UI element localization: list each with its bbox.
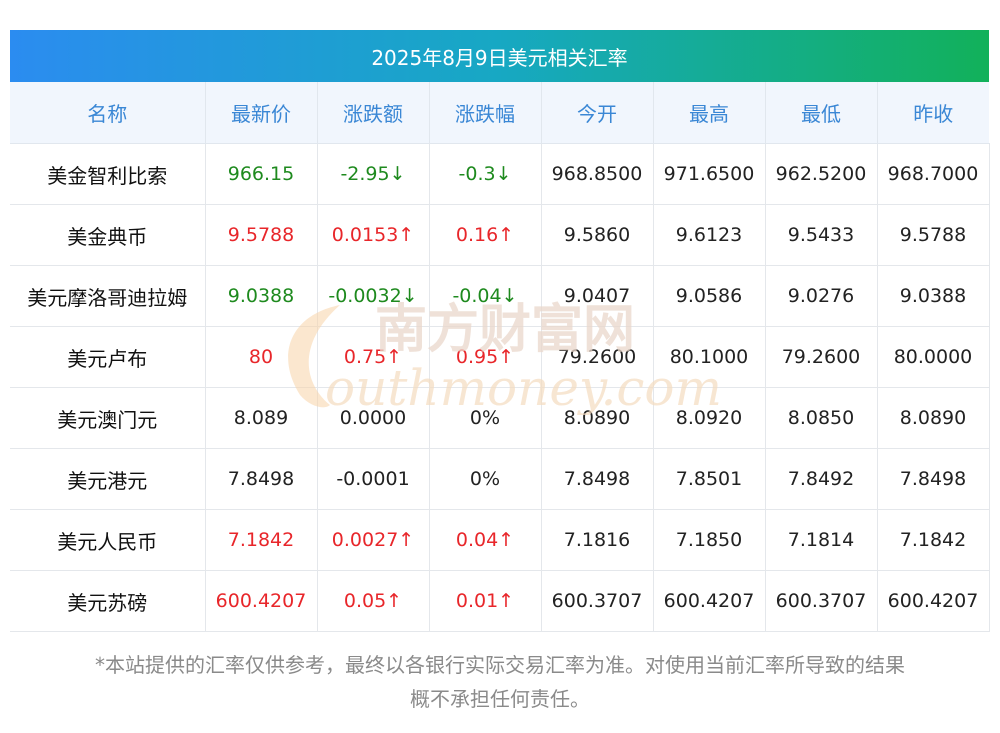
cell-open: 9.0407: [541, 265, 654, 327]
cell-high: 971.6500: [653, 143, 766, 205]
header-latest: 最新价: [205, 82, 318, 144]
cell-low: 9.5433: [765, 204, 878, 266]
table-row: 美元卢布 80 0.75↑ 0.95↑ 79.2600 80.1000 79.2600 80.…: [10, 326, 990, 388]
cell-change: 0.0000: [317, 387, 430, 449]
header-high: 最高: [653, 82, 766, 144]
cell-name: 美元卢布: [10, 326, 206, 388]
cell-change: 0.05↑: [317, 570, 430, 632]
cell-latest: 9.5788: [205, 204, 318, 266]
header-change-pct: 涨跌幅: [429, 82, 542, 144]
header-name: 名称: [10, 82, 206, 144]
cell-change-pct: 0.04↑: [429, 509, 542, 571]
cell-name: 美金典币: [10, 204, 206, 266]
cell-open: 600.3707: [541, 570, 654, 632]
cell-name: 美元澳门元: [10, 387, 206, 449]
disclaimer-note: *本站提供的汇率仅供参考，最终以各银行实际交易汇率为准。对使用当前汇率所导致的结…: [0, 648, 1000, 716]
cell-name: 美元人民币: [10, 509, 206, 571]
cell-change: 0.0153↑: [317, 204, 430, 266]
cell-prev-close: 8.0890: [877, 387, 990, 449]
header-change: 涨跌额: [317, 82, 430, 144]
cell-change-pct: 0.95↑: [429, 326, 542, 388]
cell-change-pct: 0%: [429, 448, 542, 510]
cell-open: 8.0890: [541, 387, 654, 449]
cell-latest: 966.15: [205, 143, 318, 205]
cell-name: 美元摩洛哥迪拉姆: [10, 265, 206, 327]
disclaimer-line-1: *本站提供的汇率仅供参考，最终以各银行实际交易汇率为准。对使用当前汇率所导致的结…: [95, 653, 905, 677]
cell-change-pct: -0.04↓: [429, 265, 542, 327]
cell-change-pct: 0%: [429, 387, 542, 449]
cell-high: 9.6123: [653, 204, 766, 266]
cell-high: 600.4207: [653, 570, 766, 632]
disclaimer-line-2: 概不承担任何责任。: [410, 687, 590, 711]
cell-prev-close: 7.8498: [877, 448, 990, 510]
table-row: 美元澳门元 8.089 0.0000 0% 8.0890 8.0920 8.0850 8.08…: [10, 387, 990, 449]
cell-low: 79.2600: [765, 326, 878, 388]
cell-change: -0.0001: [317, 448, 430, 510]
table-row: 美金典币 9.5788 0.0153↑ 0.16↑ 9.5860 9.6123 9.5433…: [10, 204, 990, 266]
header-open: 今开: [541, 82, 654, 144]
cell-prev-close: 968.7000: [877, 143, 990, 205]
header-prev-close: 昨收: [877, 82, 989, 144]
table-row: 美元港元 7.8498 -0.0001 0% 7.8498 7.8501 7.8492 7.8…: [10, 448, 990, 510]
cell-low: 7.8492: [765, 448, 878, 510]
table-title: 2025年8月9日美元相关汇率: [10, 30, 989, 82]
cell-low: 7.1814: [765, 509, 878, 571]
cell-low: 600.3707: [765, 570, 878, 632]
cell-change: -2.95↓: [317, 143, 430, 205]
cell-open: 9.5860: [541, 204, 654, 266]
cell-latest: 8.089: [205, 387, 318, 449]
cell-prev-close: 9.5788: [877, 204, 990, 266]
cell-prev-close: 9.0388: [877, 265, 990, 327]
cell-prev-close: 7.1842: [877, 509, 990, 571]
table-row: 美金智利比索 966.15 -2.95↓ -0.3↓ 968.8500 971.6500 9…: [10, 143, 990, 205]
cell-high: 9.0586: [653, 265, 766, 327]
cell-latest: 600.4207: [205, 570, 318, 632]
cell-prev-close: 600.4207: [877, 570, 990, 632]
cell-latest: 7.8498: [205, 448, 318, 510]
cell-open: 79.2600: [541, 326, 654, 388]
cell-change: -0.0032↓: [317, 265, 430, 327]
cell-high: 80.1000: [653, 326, 766, 388]
table-row: 美元苏磅 600.4207 0.05↑ 0.01↑ 600.3707 600.4207 60…: [10, 570, 990, 632]
header-low: 最低: [765, 82, 878, 144]
cell-latest: 7.1842: [205, 509, 318, 571]
cell-open: 968.8500: [541, 143, 654, 205]
table-header-row: 名称 最新价 涨跌额 涨跌幅 今开 最高 最低 昨收: [10, 82, 989, 144]
cell-low: 962.5200: [765, 143, 878, 205]
cell-change: 0.75↑: [317, 326, 430, 388]
cell-change-pct: -0.3↓: [429, 143, 542, 205]
table-row: 美元人民币 7.1842 0.0027↑ 0.04↑ 7.1816 7.1850 7.181…: [10, 509, 990, 571]
cell-change-pct: 0.01↑: [429, 570, 542, 632]
cell-open: 7.8498: [541, 448, 654, 510]
cell-latest: 9.0388: [205, 265, 318, 327]
cell-name: 美元苏磅: [10, 570, 206, 632]
exchange-rate-table-container: 2025年8月9日美元相关汇率 名称 最新价 涨跌额 涨跌幅 今开 最高 最低 …: [10, 30, 990, 632]
cell-high: 7.1850: [653, 509, 766, 571]
cell-high: 8.0920: [653, 387, 766, 449]
cell-change: 0.0027↑: [317, 509, 430, 571]
cell-change-pct: 0.16↑: [429, 204, 542, 266]
cell-high: 7.8501: [653, 448, 766, 510]
cell-open: 7.1816: [541, 509, 654, 571]
table-row: 美元摩洛哥迪拉姆 9.0388 -0.0032↓ -0.04↓ 9.0407 9.0586…: [10, 265, 990, 327]
cell-low: 9.0276: [765, 265, 878, 327]
exchange-rate-table: 名称 最新价 涨跌额 涨跌幅 今开 最高 最低 昨收 美金智利比索 966.15-…: [10, 82, 990, 632]
cell-prev-close: 80.0000: [877, 326, 990, 388]
cell-name: 美金智利比索: [10, 143, 206, 205]
cell-name: 美元港元: [10, 448, 206, 510]
cell-low: 8.0850: [765, 387, 878, 449]
cell-latest: 80: [205, 326, 318, 388]
